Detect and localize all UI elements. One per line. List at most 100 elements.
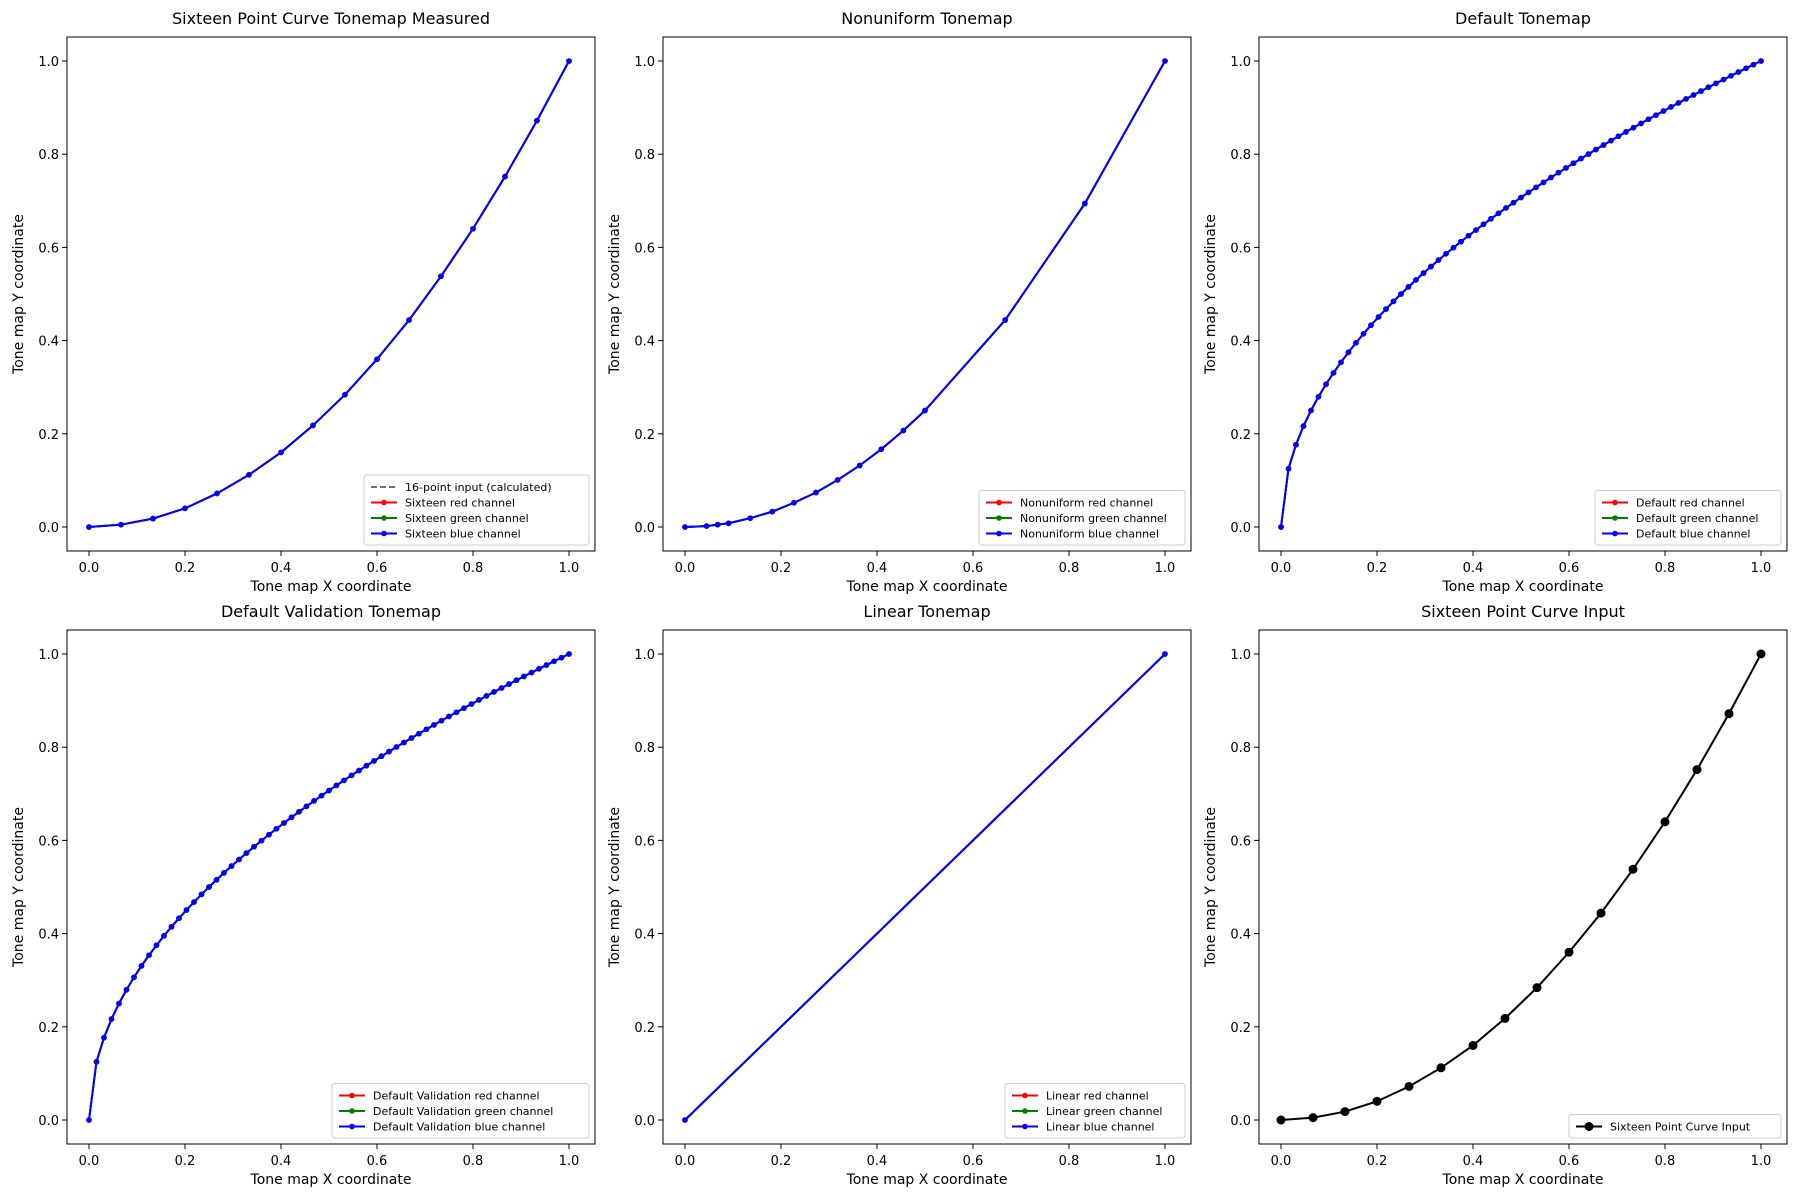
y-tick-label: 0.2 — [1230, 428, 1251, 443]
data-point — [191, 899, 197, 905]
y-tick-label: 0.4 — [38, 928, 59, 943]
series-0 — [682, 58, 1168, 530]
legend: Sixteen Point Curve Input — [1568, 1114, 1782, 1139]
data-point — [168, 923, 175, 930]
data-point — [288, 814, 295, 821]
data-point — [1692, 765, 1702, 775]
data-point — [551, 658, 557, 665]
axes-frame — [662, 36, 1192, 552]
data-point — [1533, 184, 1539, 191]
x-tick-label: 0.6 — [963, 1154, 984, 1169]
data-point — [206, 884, 212, 890]
data-point — [1540, 179, 1547, 186]
data-point — [1555, 169, 1562, 176]
data-point — [1353, 340, 1359, 346]
data-point — [281, 820, 287, 826]
data-point — [416, 730, 422, 737]
data-point — [1743, 65, 1749, 72]
legend-label: Sixteen green channel — [405, 512, 529, 525]
data-point — [438, 717, 445, 724]
series-0 — [86, 651, 572, 1123]
y-tick-label: 0.6 — [1230, 834, 1251, 849]
series-line — [88, 653, 570, 1121]
data-point — [446, 713, 452, 720]
data-point — [1162, 58, 1168, 64]
x-tick-label: 0.0 — [79, 561, 100, 576]
data-point — [1563, 165, 1569, 171]
x-axis-label: Tone map X coordinate — [250, 579, 412, 595]
data-point — [566, 651, 572, 657]
x-tick-label: 0.8 — [463, 561, 484, 576]
y-tick-label: 0.4 — [1230, 335, 1251, 350]
legend: Linear red channel Linear green channel Li… — [1004, 1083, 1186, 1139]
y-tick-label: 1.0 — [1230, 648, 1251, 663]
x-tick-label: 1.0 — [1751, 561, 1772, 576]
y-tick-label: 1.0 — [634, 648, 655, 663]
data-point — [1548, 174, 1554, 181]
series-line — [88, 60, 570, 528]
data-point — [483, 693, 490, 699]
legend: Default red channel Default green channel… — [1594, 490, 1782, 546]
series-line — [684, 60, 1166, 528]
y-tick-label: 0.0 — [634, 1114, 655, 1129]
chart-sixteen-measured: Sixteen Point Curve Tonemap Measured 0.0 0… — [11, 9, 596, 595]
data-point — [1510, 199, 1517, 206]
y-axis-label: Tone map Y coordinate — [11, 807, 27, 968]
chart-default-validation: Default Validation Tonemap 0.0 0.2 0.4 0.6 0.… — [11, 602, 596, 1188]
series-2 — [86, 58, 572, 530]
data-point — [153, 942, 160, 949]
legend-label: Nonuniform red channel — [1020, 497, 1153, 510]
data-point — [296, 808, 302, 815]
data-point — [1532, 983, 1542, 993]
chart-title: Nonuniform Tonemap — [841, 9, 1012, 28]
data-point — [243, 850, 250, 856]
x-tick-label: 0.8 — [1655, 561, 1676, 576]
x-tick-label: 0.4 — [867, 561, 888, 576]
legend-box — [1004, 1083, 1186, 1139]
data-point — [1465, 232, 1472, 239]
x-tick-label: 0.8 — [1059, 1154, 1080, 1169]
y-axis-label: Tone map Y coordinate — [607, 214, 623, 375]
data-point — [348, 772, 355, 779]
y-tick-label: 1.0 — [1230, 55, 1251, 70]
data-point — [1468, 1040, 1478, 1050]
axes-frame — [1258, 36, 1788, 552]
x-tick-label: 1.0 — [559, 1154, 580, 1169]
legend-marker — [1022, 1123, 1028, 1130]
data-point — [393, 744, 400, 750]
x-tick-label: 1.0 — [559, 561, 580, 576]
legend-marker — [1022, 1092, 1028, 1099]
x-tick-label: 0.0 — [1271, 1154, 1292, 1169]
legend-marker — [381, 515, 387, 521]
data-point — [1435, 257, 1442, 263]
axes-frame — [1258, 629, 1788, 1145]
data-point — [1285, 465, 1292, 472]
data-point — [1615, 133, 1622, 140]
legend-marker — [349, 1123, 355, 1130]
data-point — [534, 117, 540, 124]
data-point — [431, 722, 437, 728]
y-tick-label: 0.8 — [634, 741, 655, 756]
x-axis-label: Tone map X coordinate — [846, 579, 1008, 595]
x-tick-label: 0.2 — [175, 561, 196, 576]
x-tick-label: 0.0 — [79, 1154, 100, 1169]
data-point — [1525, 189, 1532, 196]
y-tick-label: 0.8 — [38, 741, 59, 756]
legend-box — [978, 490, 1186, 546]
data-point — [118, 521, 124, 528]
data-point — [198, 891, 205, 898]
data-point — [1383, 306, 1389, 312]
legend-label: Linear green channel — [1046, 1105, 1162, 1118]
legend: Default Validation red channel Default Va… — [331, 1083, 590, 1139]
data-point — [1278, 524, 1284, 530]
data-point — [310, 422, 316, 429]
data-point — [453, 709, 460, 716]
series-2 — [682, 58, 1168, 530]
data-point — [714, 521, 721, 528]
data-point — [461, 705, 467, 711]
legend-label: Linear blue channel — [1046, 1121, 1155, 1134]
data-point — [93, 1058, 100, 1065]
x-tick-label: 0.8 — [463, 1154, 484, 1169]
data-point — [1323, 381, 1329, 388]
